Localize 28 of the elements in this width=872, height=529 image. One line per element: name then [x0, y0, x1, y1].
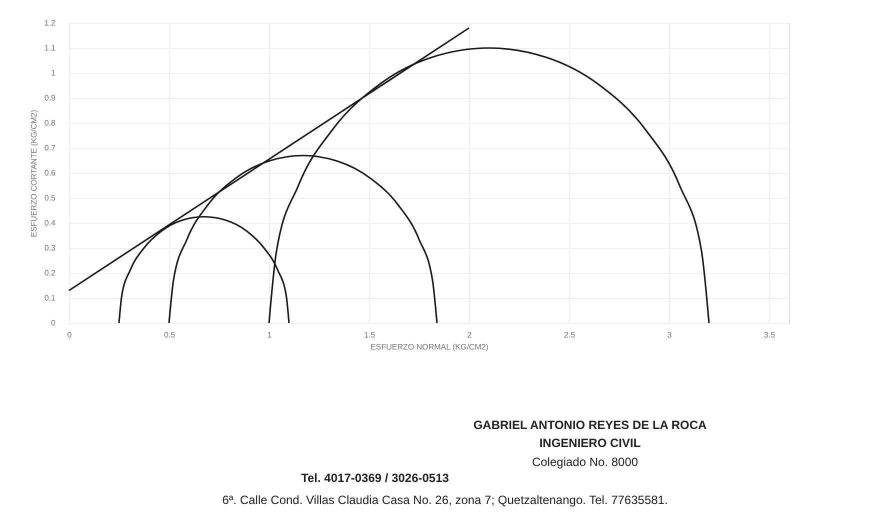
text: INGENIERO CIVIL: [539, 436, 641, 450]
y-tick-label: 1.2: [44, 18, 56, 28]
y-tick-label: 0.5: [44, 194, 56, 202]
x-tick-label: 3: [667, 330, 672, 340]
x-tick-label: 2.5: [564, 330, 576, 340]
text: Colegiado No. 8000: [532, 455, 638, 469]
y-tick-label: 0.4: [44, 218, 56, 228]
y-tick-label: 0: [51, 318, 56, 328]
x-tick-label: 1.5: [364, 330, 376, 340]
text: Tel. 4017-0369 / 3026-0513: [301, 471, 450, 485]
x-tick-label: 0: [67, 330, 72, 340]
x-tick-label: 1: [267, 330, 272, 340]
y-tick-label: 1.1: [44, 44, 56, 52]
y-tick-label: 0.2: [44, 268, 56, 278]
y-axis-title: ESFUERZO CORTANTE (KG/CM2): [29, 110, 38, 238]
x-tick-label: 3.5: [764, 330, 776, 340]
y-tick-label: 0.8: [44, 118, 56, 128]
text: 6ª. Calle Cond. Villas Claudia Casa No. 26, zona 7; Quetzaltenango. Tel. 77635581.: [222, 493, 668, 507]
y-tick-label: 0.3: [44, 244, 56, 252]
y-tick-label: 0.9: [44, 94, 56, 102]
y-tick-label: 0.6: [44, 168, 56, 178]
y-tick-label: 1: [51, 68, 56, 78]
x-tick-label: 2: [467, 330, 472, 340]
y-tick-label: 0.7: [44, 144, 56, 152]
x-tick-label: 0.5: [164, 330, 176, 340]
y-tick-label: 0.1: [44, 294, 56, 302]
text: GABRIEL ANTONIO REYES DE LA ROCA: [473, 418, 708, 432]
x-axis-title: ESFUERZO NORMAL (KG/CM2): [370, 342, 489, 352]
